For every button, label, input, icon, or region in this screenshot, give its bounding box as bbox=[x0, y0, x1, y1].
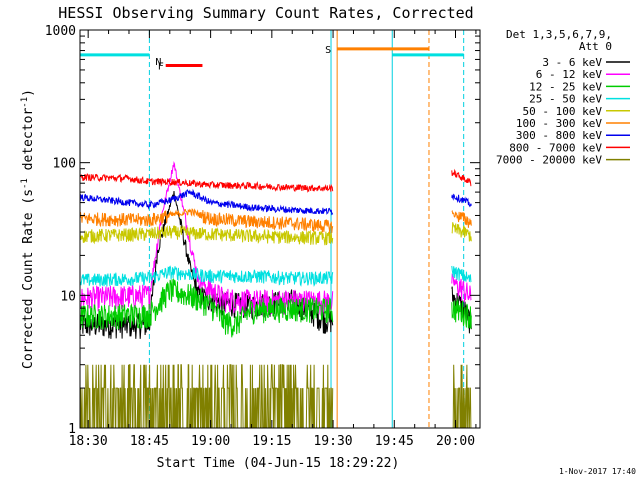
legend-label: 50 - 100 keV bbox=[523, 105, 603, 118]
legend-label: 300 - 800 keV bbox=[516, 129, 602, 142]
plot-frame bbox=[79, 29, 481, 429]
series-line bbox=[79, 160, 334, 317]
series-line bbox=[79, 172, 334, 194]
legend-label: 100 - 300 keV bbox=[516, 117, 602, 130]
y-tick-label: 1000 bbox=[45, 24, 76, 39]
y-axis-label-part: Corrected Count Rate (s bbox=[21, 189, 36, 369]
series-line bbox=[451, 265, 472, 283]
y-tick-label: 100 bbox=[53, 157, 76, 172]
y-axis: 1 10 100 1000 bbox=[45, 24, 480, 437]
annotation-label: N bbox=[155, 57, 161, 68]
series-line bbox=[79, 265, 334, 287]
x-axis: 18:30 18:45 19:00 19:15 19:30 19:45 20:00 bbox=[69, 30, 477, 449]
series-line bbox=[451, 209, 472, 228]
legend-label: 7000 - 20000 keV bbox=[496, 154, 602, 167]
series-line bbox=[79, 208, 334, 234]
x-tick-label: 19:30 bbox=[313, 434, 352, 449]
legend-header: Det 1,3,5,6,7,9, bbox=[506, 28, 612, 41]
annotation-label: F bbox=[158, 62, 164, 73]
x-tick-label: 19:45 bbox=[375, 434, 414, 449]
annotation-label: S bbox=[325, 45, 331, 56]
y-axis-label-part: ) bbox=[21, 89, 36, 97]
series-line bbox=[451, 273, 472, 303]
x-tick-label: 18:30 bbox=[69, 434, 108, 449]
x-axis-label: Start Time (04-Jun-15 18:29:22) bbox=[157, 456, 400, 471]
legend-label: 25 - 50 keV bbox=[529, 93, 602, 106]
series-line bbox=[451, 364, 472, 429]
series-line bbox=[79, 364, 334, 429]
chart-title: HESSI Observing Summary Count Rates, Cor… bbox=[58, 4, 473, 22]
y-axis-label: Corrected Count Rate (s-1 detector-1) bbox=[20, 89, 36, 369]
legend-label: 12 - 25 keV bbox=[529, 80, 602, 93]
x-tick-label: 19:15 bbox=[252, 434, 291, 449]
y-axis-label-superscript: -1 bbox=[20, 97, 30, 108]
x-tick-label: 18:45 bbox=[130, 434, 169, 449]
series-line bbox=[79, 188, 334, 216]
legend-label: 3 - 6 keV bbox=[542, 56, 602, 69]
series-line bbox=[451, 168, 472, 187]
series-line bbox=[451, 222, 472, 242]
footer-date: 1-Nov-2017 17:40 bbox=[559, 467, 636, 476]
series-line bbox=[79, 277, 334, 338]
y-axis-label-superscript: -1 bbox=[20, 178, 30, 189]
y-axis-label-part: detector bbox=[21, 108, 36, 179]
series-line bbox=[451, 299, 472, 329]
series-line bbox=[79, 224, 334, 246]
x-tick-label: 20:00 bbox=[436, 434, 475, 449]
series-line bbox=[451, 193, 472, 208]
y-tick-label: 10 bbox=[60, 289, 76, 304]
x-tick-label: 19:00 bbox=[191, 434, 230, 449]
legend-header: Att 0 bbox=[579, 40, 612, 53]
y-tick-label: 1 bbox=[68, 422, 76, 437]
legend-label: 800 - 7000 keV bbox=[509, 141, 602, 154]
plot-area: NF S bbox=[79, 30, 472, 429]
legend-label: 6 - 12 keV bbox=[536, 68, 603, 81]
